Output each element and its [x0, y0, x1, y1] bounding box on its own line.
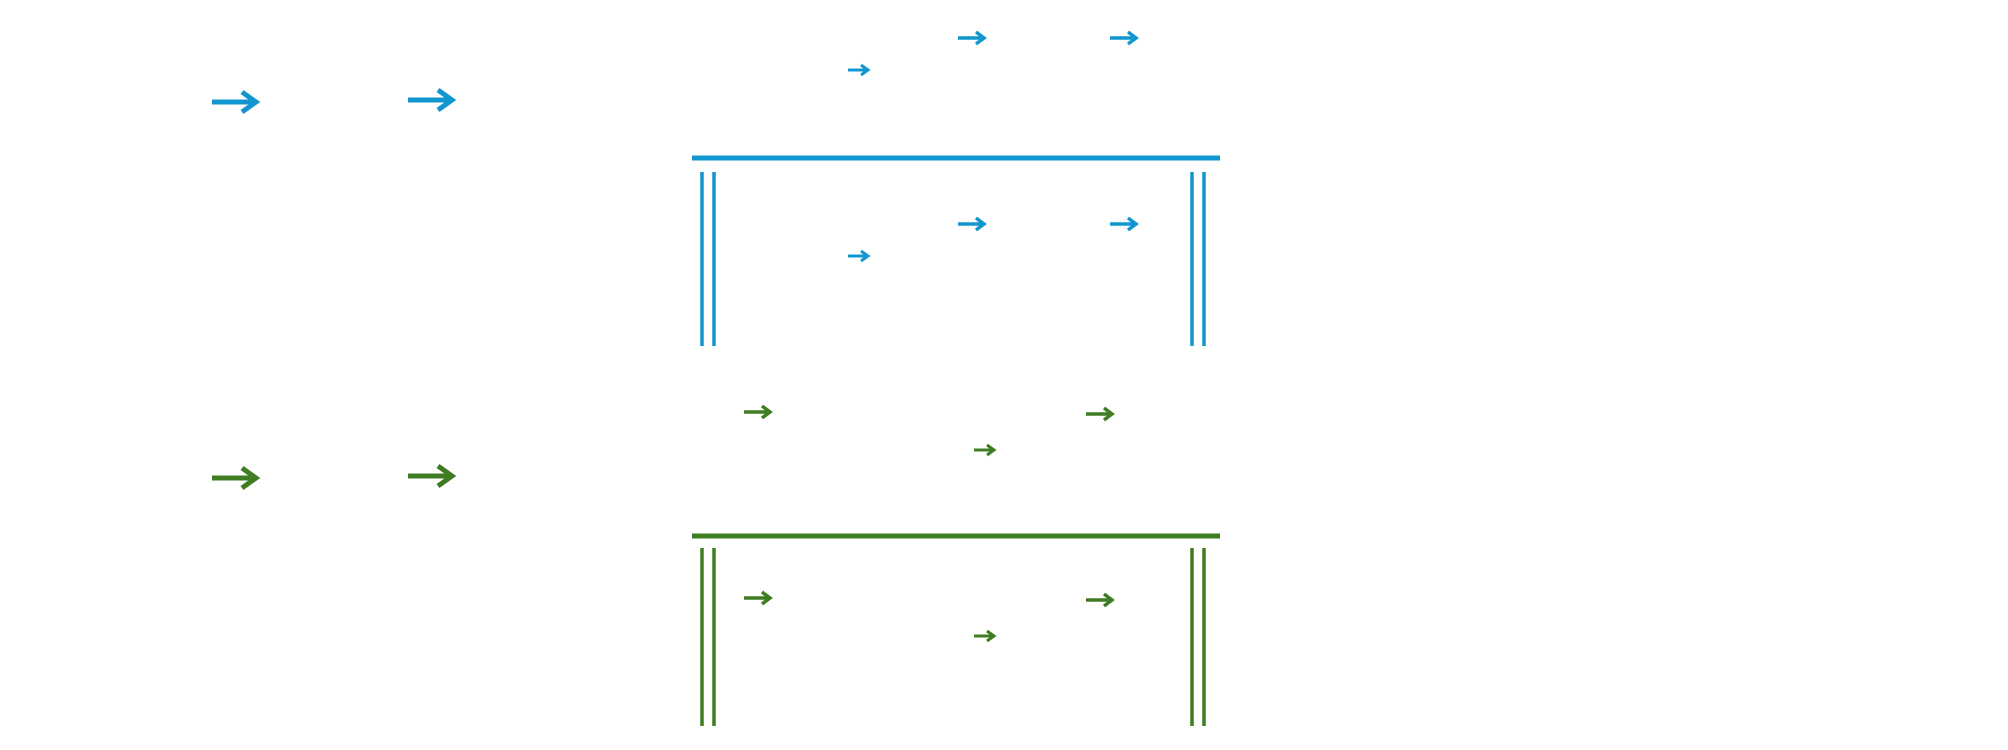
lhs-vector-L — [212, 465, 261, 491]
fraction-numerator — [848, 30, 1139, 77]
vector-arrow — [958, 30, 987, 46]
formula-bottom — [212, 404, 1220, 726]
rhs-vector-P — [408, 463, 457, 489]
vector-arrow — [848, 249, 871, 263]
vector-arrow — [212, 465, 261, 491]
vector-arrow — [1110, 30, 1139, 46]
vector-arrow — [408, 463, 457, 489]
vector-arrow — [1086, 592, 1115, 608]
vector-arrow — [1086, 406, 1115, 422]
formula-top — [212, 30, 1220, 346]
fraction-numerator — [744, 404, 1115, 457]
vector-arrow — [408, 87, 457, 113]
vector-arrow — [212, 89, 261, 115]
vector-arrow — [958, 216, 987, 232]
vector-arrow — [1110, 216, 1139, 232]
fraction-denominator — [700, 548, 1206, 726]
vector-arrow — [744, 590, 773, 606]
vector-arrow — [974, 443, 997, 457]
vector-arrow — [974, 629, 997, 643]
lhs-vector-L — [212, 89, 261, 115]
vector-arrow — [848, 63, 871, 77]
vector-arrow — [744, 404, 773, 420]
fraction-denominator — [700, 172, 1206, 346]
rhs-vector-P — [408, 87, 457, 113]
